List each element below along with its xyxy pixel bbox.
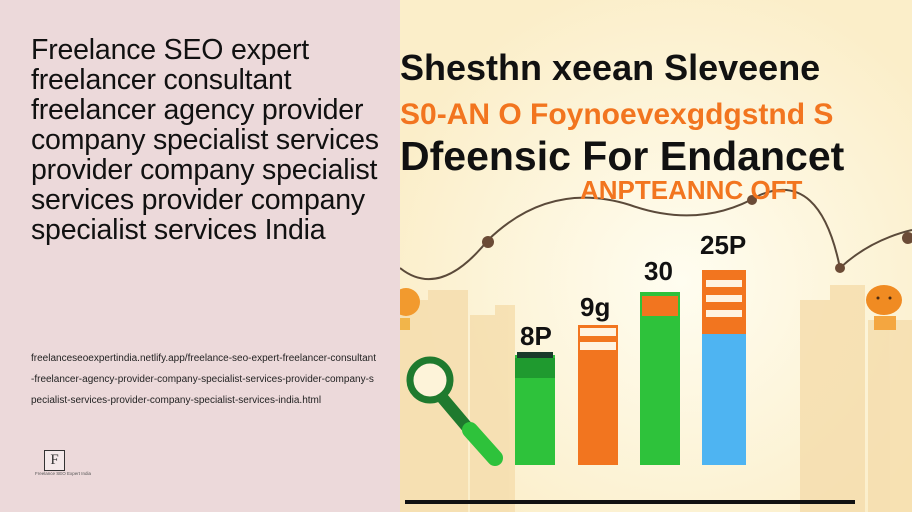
illustration-headline-3: Dfeensic For Endancet — [400, 133, 845, 179]
logo-caption: Freelance SEO Expert India — [34, 471, 92, 476]
bar-label-2: 9g — [580, 292, 610, 322]
illustration-headline-4: ANPTEANNC OFT — [580, 175, 803, 205]
light-bulb-icon — [835, 263, 845, 273]
lantern-right-icon — [866, 285, 902, 330]
magnifying-glass-icon — [406, 356, 503, 466]
light-bulb-icon — [482, 236, 494, 248]
page-title: Freelance SEO expert freelancer consulta… — [31, 34, 379, 246]
bar-label-4: 25P — [700, 230, 746, 260]
light-bulb-icon — [747, 195, 757, 205]
bar-label-3: 30 — [644, 256, 673, 286]
illustration-headline-2: S0-AN O Foynoevexgdgstnd S — [400, 98, 833, 131]
lantern-left-icon — [400, 288, 420, 330]
left-panel: Freelance SEO expert freelancer consulta… — [0, 0, 400, 512]
site-logo[interactable]: F — [44, 450, 65, 471]
illustration-svg: Shesthn xeean Sleveene S0-AN O Foynoevex… — [400, 0, 912, 512]
bar-graph: 8P 9g 30 25P — [405, 230, 855, 504]
illustration-headline-1: Shesthn xeean Sleveene — [400, 47, 820, 88]
graph-baseline — [405, 500, 855, 504]
light-bulb-icon — [902, 232, 912, 244]
bar-label-1: 8P — [520, 321, 552, 351]
bar-green-tall — [640, 292, 680, 465]
hero-illustration: Shesthn xeean Sleveene S0-AN O Foynoevex… — [400, 0, 912, 512]
city-skyline — [400, 285, 912, 512]
page-url[interactable]: freelanceseoexpertindia.netlify.app/free… — [31, 353, 377, 406]
